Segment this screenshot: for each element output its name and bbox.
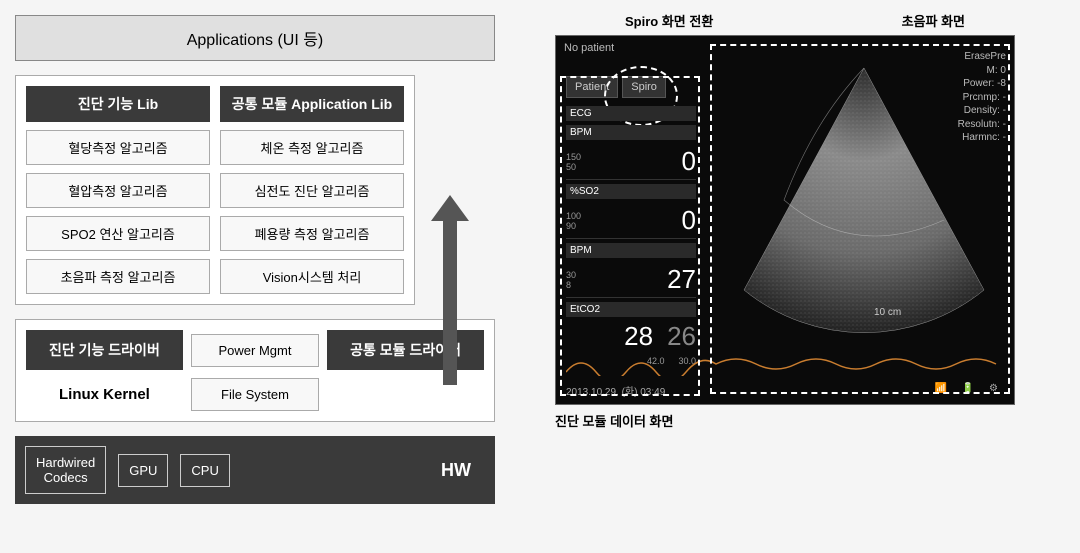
hw-label: HW [441,460,485,481]
lib-item: 폐용량 측정 알고리즘 [220,216,404,251]
file-system: File System [191,378,319,411]
bottom-label: 진단 모듈 데이터 화면 [555,411,1035,430]
diag-lib-header: 진단 기능 Lib [26,86,210,122]
ultrasound-screenshot: Spiro 화면 전환 초음파 화면 No patient Patient Sp… [555,15,1035,504]
lib-item: 혈압측정 알고리즘 [26,173,210,208]
spiro-label: Spiro 화면 전환 [625,11,713,30]
applications-layer: Applications (UI 등) [15,15,495,61]
ultrasound-label: 초음파 화면 [902,11,965,30]
up-arrow-icon [435,195,465,385]
driver-layer: 진단 기능 드라이버 Power Mgmt 공통 모듈 드라이버 Linux K… [15,319,495,422]
linux-kernel: Linux Kernel [26,378,183,411]
hw-item: CPU [180,454,229,487]
hw-item: Hardwired Codecs [25,446,106,494]
architecture-diagram: Applications (UI 등) 진단 기능 Lib 혈당측정 알고리즘 … [15,15,495,504]
data-panel-highlight [560,76,700,396]
lib-item: 초음파 측정 알고리즘 [26,259,210,294]
hardware-layer: Hardwired Codecs GPU CPU HW [15,436,495,504]
monitor-screen: No patient Patient Spiro ErasePre M: 0 P… [555,35,1015,405]
power-mgmt: Power Mgmt [191,334,319,367]
patient-status: No patient [564,42,614,54]
library-layer: 진단 기능 Lib 혈당측정 알고리즘 혈압측정 알고리즘 SPO2 연산 알고… [15,75,415,305]
lib-item: 혈당측정 알고리즘 [26,130,210,165]
lib-item: Vision시스템 처리 [220,259,404,294]
lib-item: 심전도 진단 알고리즘 [220,173,404,208]
diag-driver: 진단 기능 드라이버 [26,330,183,370]
lib-item: 체온 측정 알고리즘 [220,130,404,165]
common-lib-header: 공통 모듈 Application Lib [220,86,404,122]
lib-item: SPO2 연산 알고리즘 [26,216,210,251]
ultrasound-highlight [710,44,1010,394]
hw-item: GPU [118,454,168,487]
